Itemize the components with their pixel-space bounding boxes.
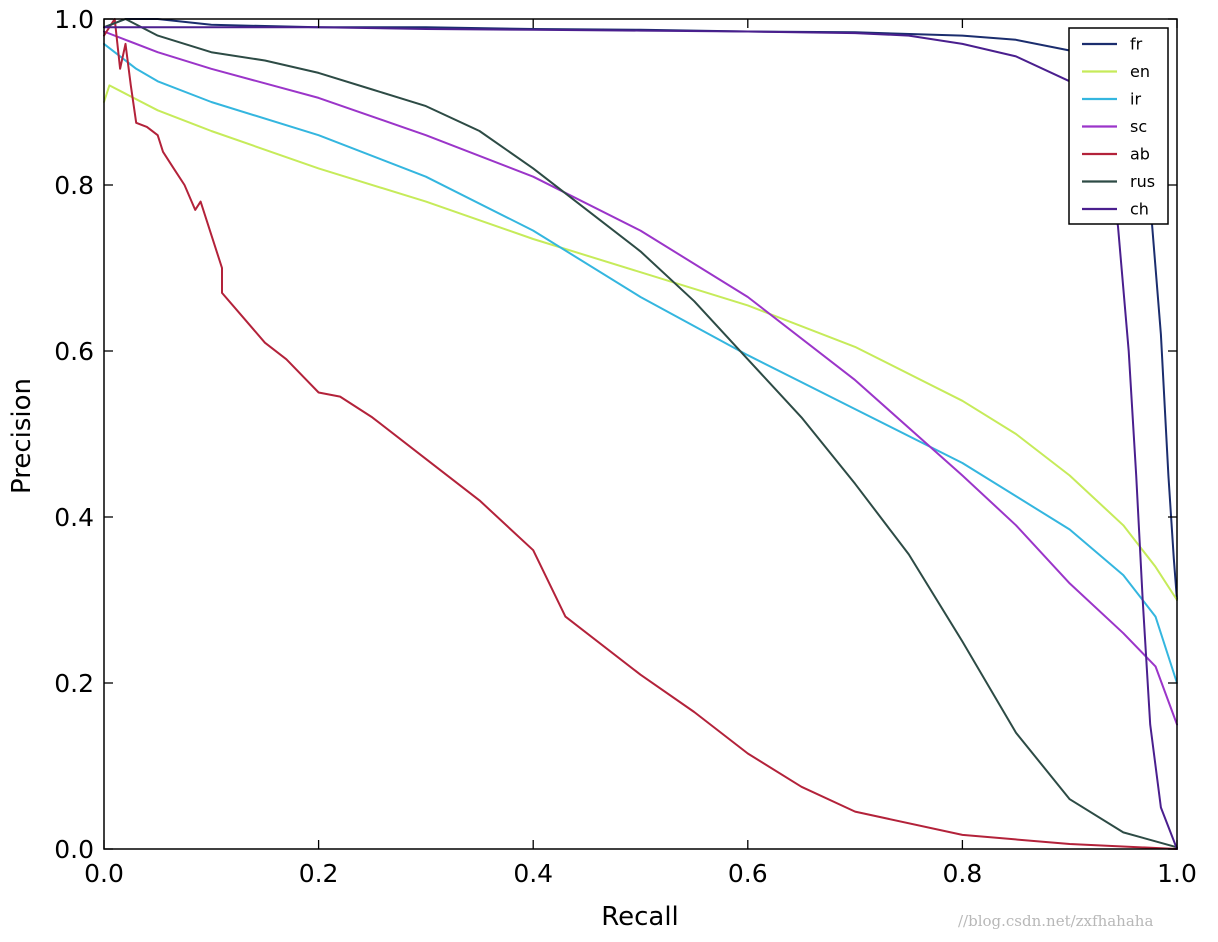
y-tick-label: 0.0: [54, 835, 94, 864]
x-tick-label: 0.4: [513, 859, 553, 888]
x-axis-title: Recall: [601, 902, 679, 932]
series-line-rus: [103, 18, 1178, 849]
x-tick-label: 1.0: [1157, 859, 1197, 888]
y-axis-title: Precision: [7, 378, 37, 494]
y-tick-label: 0.2: [54, 669, 94, 698]
legend-label-ch: ch: [1130, 200, 1149, 219]
watermark-text: //blog.csdn.net/zxfhahaha: [958, 912, 1153, 930]
series-line-ir: [103, 42, 1178, 684]
x-tick-label: 0.8: [943, 859, 983, 888]
legend-label-ir: ir: [1130, 90, 1141, 109]
legend-label-sc: sc: [1130, 117, 1147, 136]
series-line-ab: [103, 18, 1178, 850]
series-line-ch: [103, 26, 1178, 850]
series-line-fr: [103, 18, 1178, 601]
series-line-en: [103, 84, 1178, 601]
series-layer: [103, 18, 1178, 850]
legend-label-ab: ab: [1130, 145, 1150, 164]
y-tick-label: 0.8: [54, 171, 94, 200]
legend-label-en: en: [1130, 62, 1150, 81]
legend-label-fr: fr: [1130, 35, 1143, 54]
x-tick-label: 0.2: [299, 859, 339, 888]
legend: fr en ir sc ab rus ch: [1068, 27, 1169, 225]
legend-label-rus: rus: [1130, 172, 1155, 191]
ticks-layer: 0.0 0.2 0.4 0.6 0.8 1.0 0.0 0.2 0.4 0.6 0.8 1.0: [54, 5, 1197, 888]
x-tick-label: 0.0: [84, 859, 124, 888]
y-tick-label: 1.0: [54, 5, 94, 34]
y-tick-label: 0.6: [54, 337, 94, 366]
y-tick-label: 0.4: [54, 503, 94, 532]
x-tick-label: 0.6: [728, 859, 768, 888]
plot-frame: [103, 18, 1178, 850]
series-line-sc: [103, 30, 1178, 726]
